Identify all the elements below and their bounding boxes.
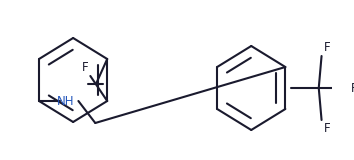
Text: F: F xyxy=(324,41,330,54)
Text: F: F xyxy=(350,81,354,95)
Text: F: F xyxy=(82,61,88,74)
Text: F: F xyxy=(324,122,330,135)
Text: NH: NH xyxy=(57,95,74,108)
